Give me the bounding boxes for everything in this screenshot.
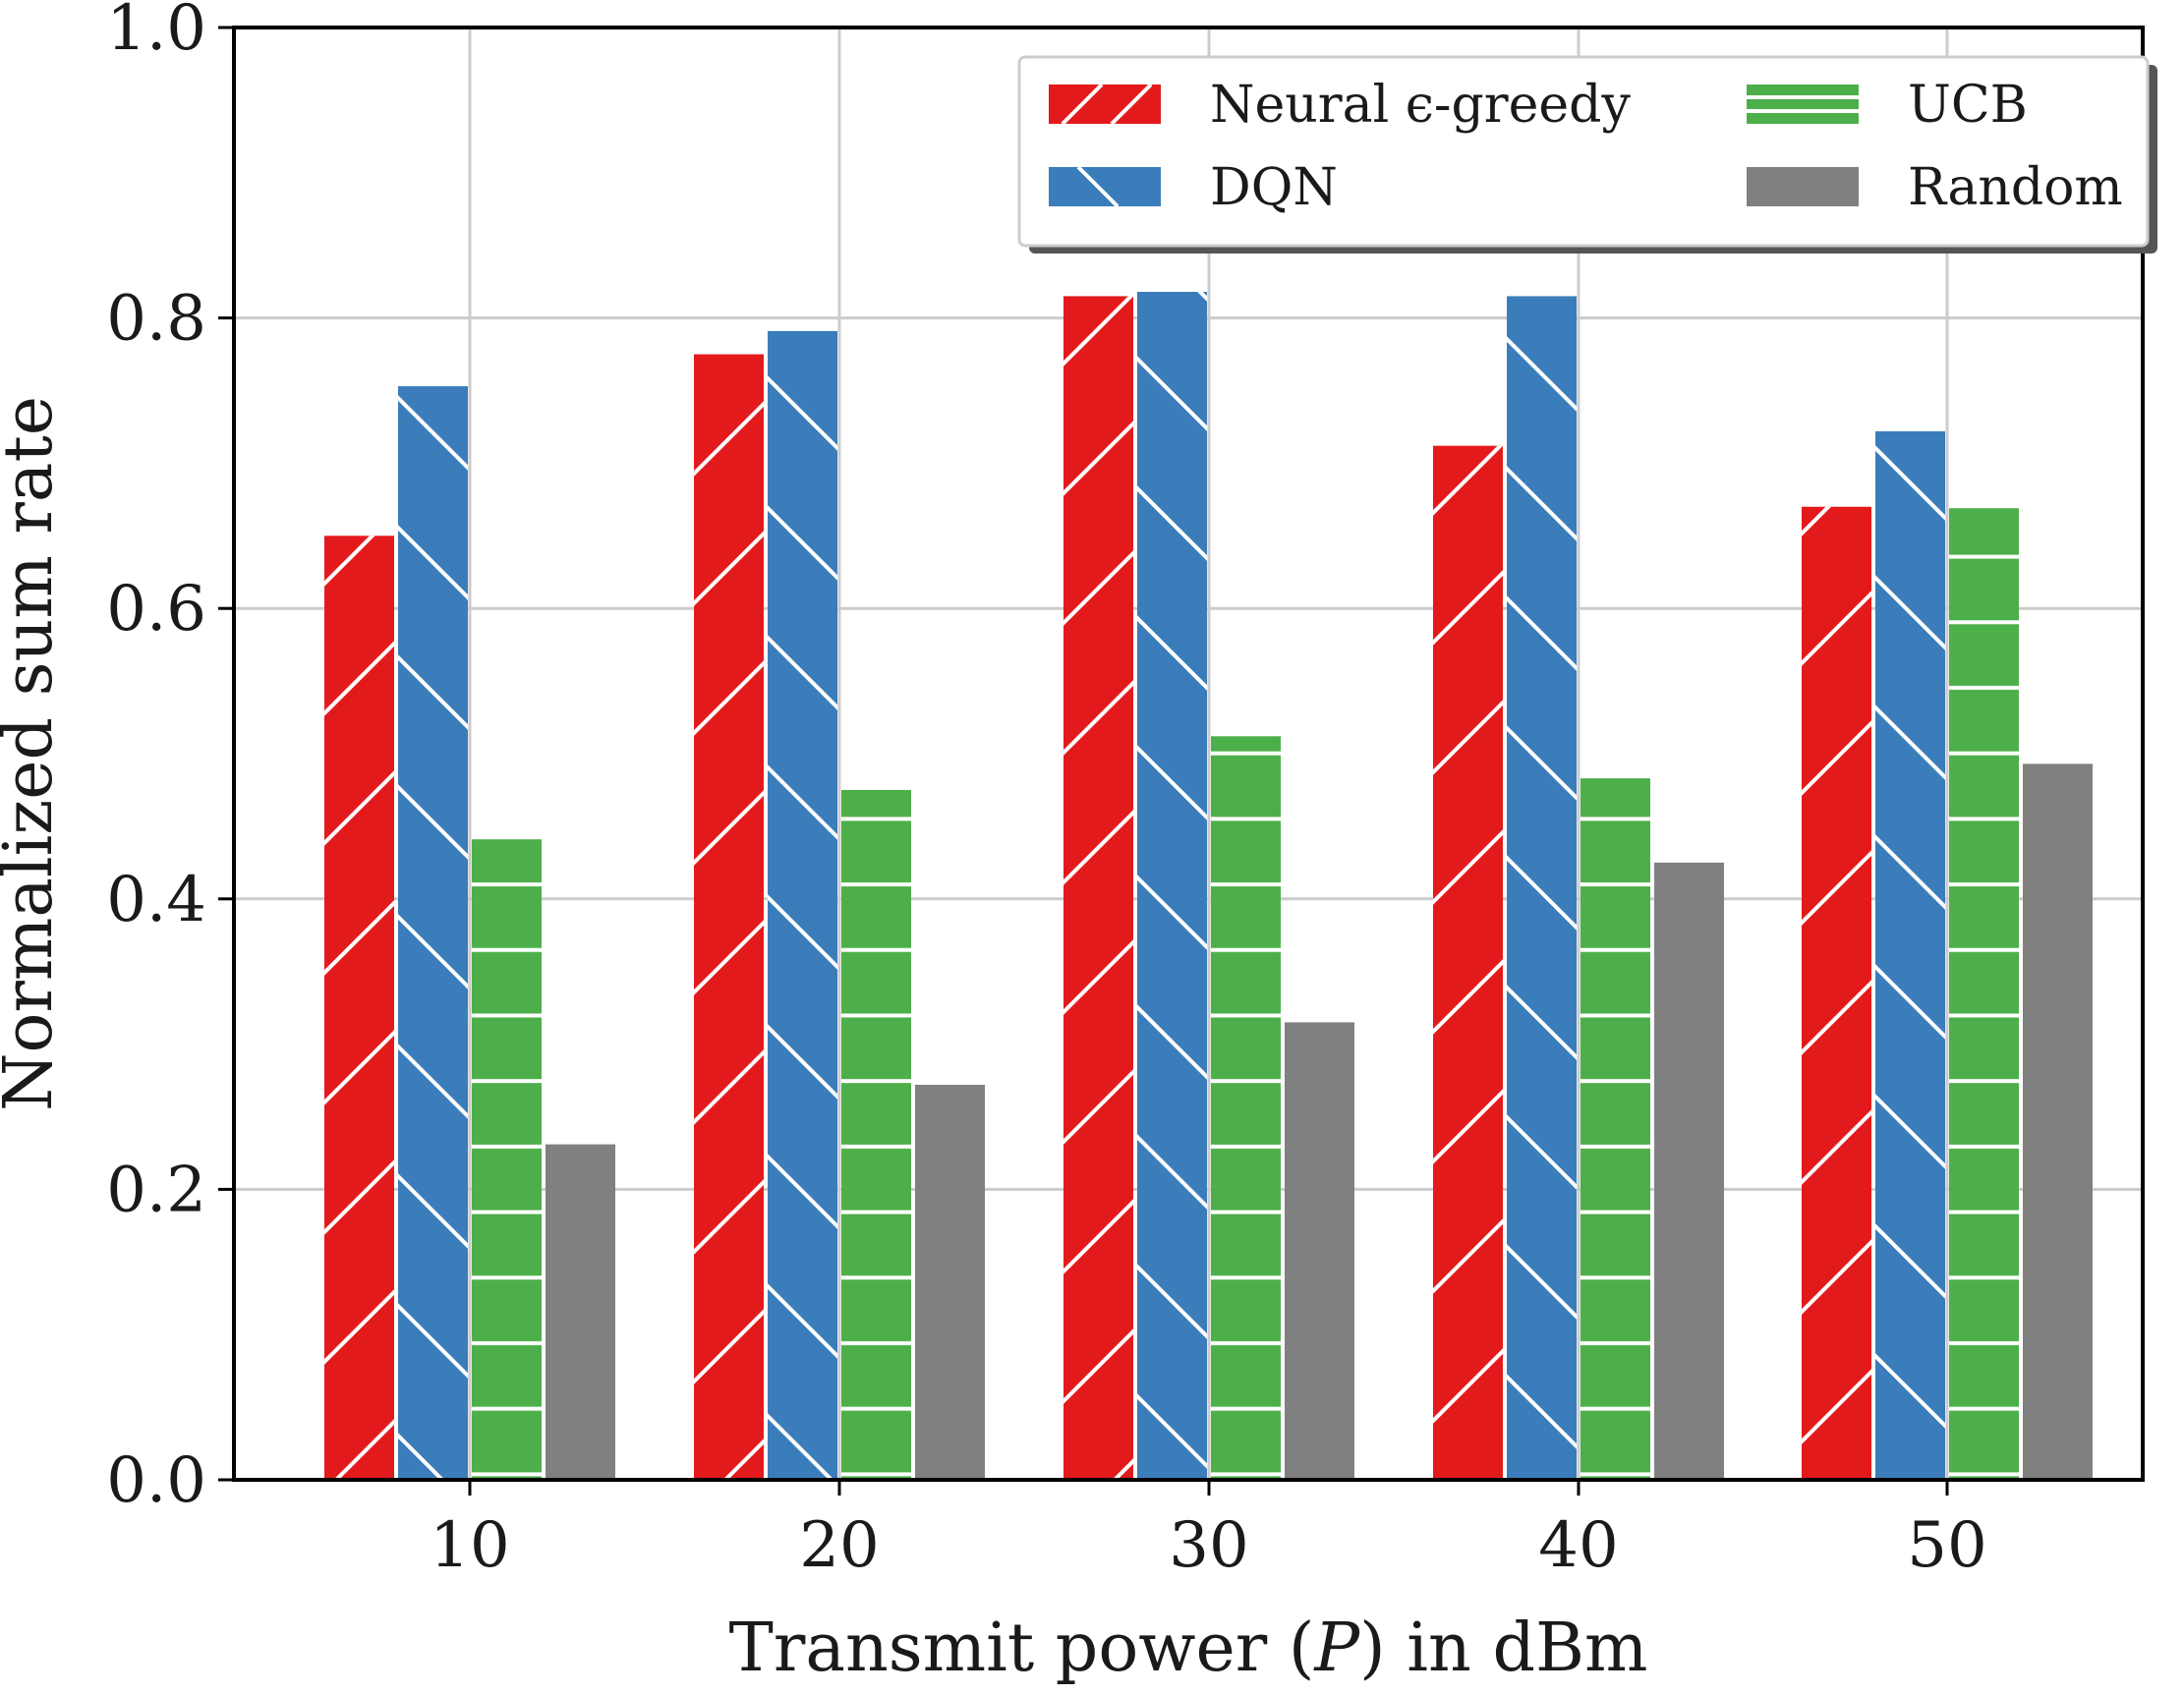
x-tick-label: 20 [799,1509,879,1582]
x-axis-label: Transmit power (P) in dBm [729,1610,1648,1687]
y-tick-label: 0.2 [106,1154,206,1226]
bar-dqn-30-hatch [1137,292,1207,1480]
bar-random-20 [915,1085,985,1480]
bar-random-30 [1285,1022,1354,1480]
bar-neural-greedy-10-hatch [324,536,394,1480]
y-axis-label: Normalized sum rate [0,396,68,1111]
y-tick-label: 0.8 [106,283,206,356]
legend: Neural ϵ-greedy DQN UCB Random [1019,57,2157,254]
y-tick-label: 1.0 [106,0,206,65]
y-tick-label: 0.6 [106,573,206,646]
x-tick-label: 10 [430,1509,509,1582]
legend-label-random: Random [1908,158,2123,217]
bar-neural-greedy-30-hatch [1063,296,1133,1480]
bar-random-10 [546,1145,615,1480]
legend-label-dqn: DQN [1210,158,1338,217]
bar-ucb-40-hatch [1581,778,1650,1480]
x-axis-label-suffix: ) in dBm [1359,1610,1647,1687]
x-tick-label: 40 [1538,1509,1618,1582]
legend-swatch-random [1747,167,1859,206]
bar-ucb-50-hatch [1949,508,2019,1480]
legend-label-neural-greedy: Neural ϵ-greedy [1210,76,1631,135]
x-axis-label-var: P [1312,1610,1360,1687]
bar-neural-greedy-40-hatch [1433,446,1503,1480]
x-tick-label: 50 [1907,1509,1986,1582]
bar-dqn-40-hatch [1507,296,1577,1480]
bar-dqn-50-hatch [1875,431,1945,1480]
bar-ucb-20-hatch [841,790,911,1480]
bar-neural-greedy-50-hatch [1802,507,1871,1480]
y-tick-label: 0.4 [106,864,206,936]
y-tick-label: 0.0 [106,1444,206,1517]
bar-neural-greedy-20-hatch [694,355,764,1480]
bar-ucb-10-hatch [472,839,542,1480]
bar-random-40 [1654,863,1724,1480]
legend-swatch-dqn [1049,167,1161,206]
bar-dqn-10-hatch [398,386,468,1480]
legend-swatch-ucb [1747,85,1859,124]
bar-random-50 [2023,763,2093,1480]
x-axis-label-prefix: Transmit power ( [729,1610,1315,1687]
bar-dqn-20-hatch [768,331,837,1480]
legend-label-ucb: UCB [1908,76,2028,135]
x-tick-label: 30 [1169,1509,1248,1582]
bar-ucb-30-hatch [1211,736,1281,1480]
